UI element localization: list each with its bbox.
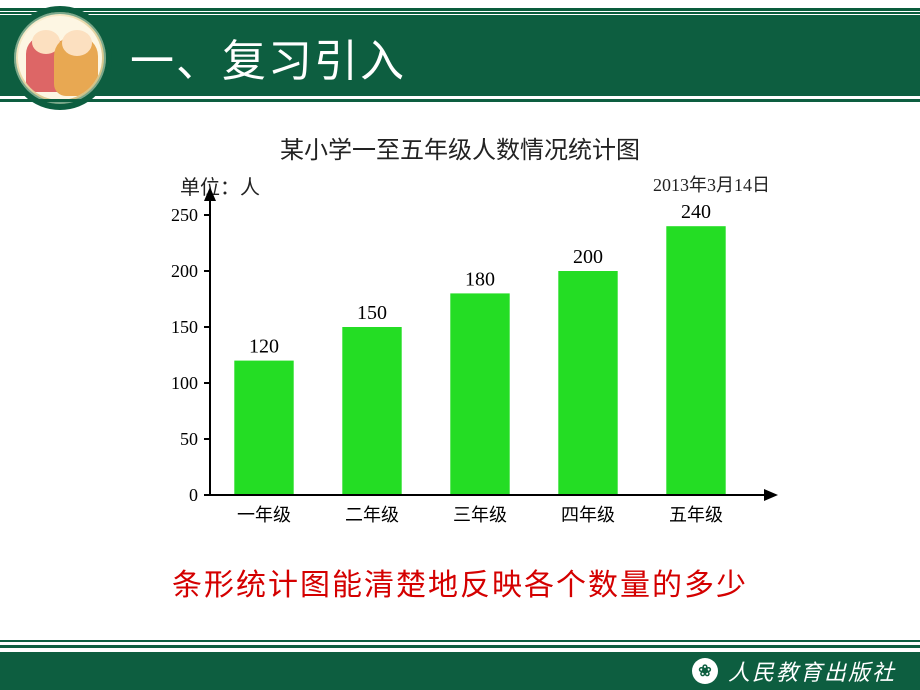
svg-text:240: 240 [681,201,711,223]
svg-text:150: 150 [171,317,198,337]
svg-text:二年级: 二年级 [345,505,399,525]
slide-title: 一、复习引入 [130,25,406,89]
publisher-name: 人民教育出版社 [728,655,896,687]
svg-text:150: 150 [357,302,387,324]
svg-text:四年级: 四年级 [561,505,615,525]
publisher-logo-icon: ❀ [692,658,718,684]
mascot-badge [8,6,112,110]
chart-area: 某小学一至五年级人数情况统计图 单位：人 2013年3月14日 05010015… [120,130,800,555]
svg-text:200: 200 [171,261,198,281]
footer-divider-lower [0,645,920,648]
top-accent-bar [0,8,920,14]
slide-footer: ❀ 人民教育出版社 [0,634,920,690]
mascot-illustration [18,16,102,100]
svg-text:五年级: 五年级 [669,505,723,525]
svg-text:120: 120 [249,336,279,358]
svg-text:200: 200 [573,246,603,268]
mascot-character-right [54,36,98,96]
caption-text: 条形统计图能清楚地反映各个数量的多少 [0,560,920,604]
chart-wrap: 单位：人 2013年3月14日 050100150200250120一年级150… [120,175,800,555]
svg-text:100: 100 [171,373,198,393]
svg-text:一年级: 一年级 [237,505,291,525]
bar-chart-svg: 0 50 100 150 200 250 120 一年级 150 二年级 180 三年级 200 四年级 2… [120,175,800,535]
svg-text:三年级: 三年级 [453,505,507,525]
chart-title: 某小学一至五年级人数情况统计图 [120,130,800,165]
footer-band: ❀ 人民教育出版社 [0,652,920,690]
svg-text:180: 180 [465,268,495,290]
slide-header: 一、复习引入 [0,18,920,96]
footer-divider-upper [0,640,920,642]
svg-text:50: 50 [180,429,198,449]
svg-text:0: 0 [189,485,198,505]
svg-text:250: 250 [171,205,198,225]
